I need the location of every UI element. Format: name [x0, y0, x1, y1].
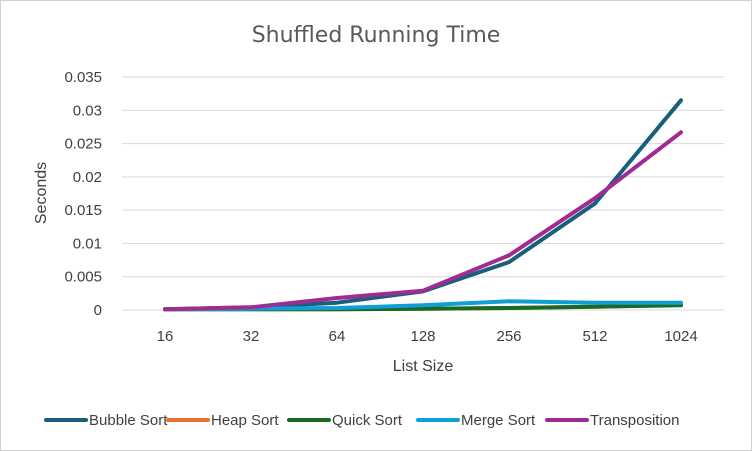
y-axis-title: Seconds	[33, 162, 50, 224]
y-tick-label: 0.03	[73, 102, 102, 119]
legend-label-bubble-sort: Bubble Sort	[89, 412, 168, 429]
y-axis-ticks: 0 0.005 0.01 0.015 0.02 0.025 0.03 0.035	[64, 69, 102, 319]
y-tick-label: 0.035	[64, 69, 102, 86]
x-tick-label: 32	[243, 328, 260, 345]
y-tick-label: 0.015	[64, 202, 102, 219]
x-tick-label: 128	[410, 328, 435, 345]
legend-label-quick-sort: Quick Sort	[332, 412, 403, 429]
y-tick-label: 0.025	[64, 136, 102, 153]
series-lines	[163, 98, 683, 312]
x-tick-label: 64	[329, 328, 346, 345]
y-tick-label: 0	[94, 302, 102, 319]
series-line-transposition	[163, 130, 683, 312]
legend-label-transposition: Transposition	[590, 412, 680, 429]
y-tick-label: 0.02	[73, 169, 102, 186]
gridlines	[122, 76, 724, 311]
x-tick-label: 256	[496, 328, 521, 345]
x-tick-label: 512	[582, 328, 607, 345]
x-axis-title: List Size	[393, 358, 454, 375]
x-tick-label: 1024	[664, 328, 697, 345]
series-line-bubble-sort	[163, 98, 683, 312]
legend-label-merge-sort: Merge Sort	[461, 412, 536, 429]
y-tick-label: 0.005	[64, 269, 102, 286]
y-tick-label: 0.01	[73, 235, 102, 252]
x-axis-ticks: 16 32 64 128 256 512 1024	[157, 328, 698, 345]
legend: Bubble Sort Heap Sort Quick Sort Merge Sort…	[44, 412, 680, 429]
chart-title: Shuffled Running Time	[252, 23, 501, 48]
x-tick-label: 16	[157, 328, 174, 345]
legend-label-heap-sort: Heap Sort	[211, 412, 279, 429]
